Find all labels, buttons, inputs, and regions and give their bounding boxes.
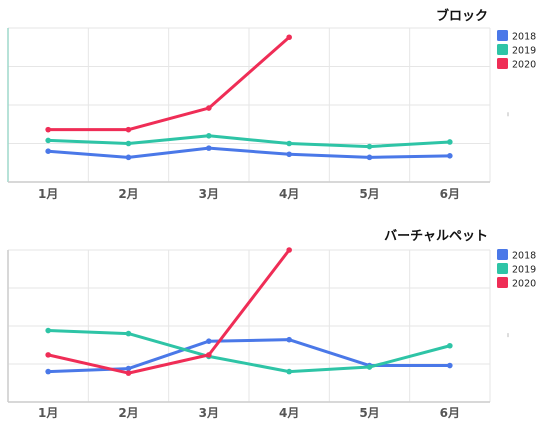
chart-title: バーチャルペット — [384, 229, 488, 244]
legend-swatch-2019 — [497, 263, 508, 274]
data-point-2018 — [45, 148, 51, 154]
data-point-2019 — [447, 139, 453, 145]
data-point-2020 — [45, 126, 51, 133]
data-point-2020 — [286, 34, 292, 41]
legend-swatch-2019 — [497, 44, 508, 55]
x-tick-label: 1月 — [38, 406, 58, 420]
data-point-2018 — [447, 153, 453, 159]
data-point-2020 — [206, 352, 212, 358]
data-point-2018 — [125, 365, 132, 372]
x-tick-label: 5月 — [359, 187, 379, 201]
series-line-2018 — [46, 146, 452, 159]
data-point-2020 — [45, 352, 51, 358]
data-point-2019 — [125, 330, 132, 337]
data-point-2018 — [206, 338, 212, 345]
data-point-2020 — [125, 126, 132, 133]
legend-swatch-2020 — [497, 277, 508, 288]
series-line-2020 — [46, 35, 291, 132]
series-line-2020 — [46, 248, 291, 375]
data-point-2020 — [286, 247, 292, 253]
x-tick-label: 3月 — [199, 406, 219, 420]
data-point-2018 — [366, 154, 373, 161]
legend-label-2020: 2020 — [512, 279, 536, 290]
series-line-2019 — [46, 329, 452, 374]
data-point-2018 — [125, 154, 132, 161]
data-point-2020 — [125, 370, 132, 376]
legend-swatch-2018 — [497, 249, 508, 260]
x-tick-label: 5月 — [359, 406, 379, 420]
data-point-2018 — [45, 368, 51, 375]
x-tick-label: 6月 — [440, 187, 460, 201]
legend-label-2019: 2019 — [512, 46, 536, 57]
chart-title: ブロック — [436, 8, 488, 24]
legend-swatch-2020 — [497, 58, 508, 69]
x-tick-label: 6月 — [440, 406, 460, 420]
x-tick-label: 3月 — [199, 187, 219, 201]
x-tick-label: 2月 — [118, 406, 138, 420]
x-tick-label: 4月 — [279, 406, 299, 420]
data-point-2019 — [447, 342, 453, 349]
x-tick-label: 2月 — [118, 187, 138, 201]
data-point-2019 — [206, 133, 212, 139]
data-point-2018 — [286, 151, 292, 158]
data-point-2018 — [286, 336, 292, 343]
chart-2: バーチャルペット 1月 2月 3月 4月 5月 6月 2018 2019 2020 — [7, 229, 536, 420]
data-point-2019 — [286, 368, 292, 375]
legend-label-2018: 2018 — [512, 32, 536, 43]
data-point-2019 — [366, 364, 373, 370]
data-point-2018 — [447, 362, 453, 369]
data-point-2018 — [206, 145, 212, 151]
data-point-2019 — [45, 137, 51, 144]
x-tick-label: 1月 — [38, 187, 58, 201]
legend-label-2020: 2020 — [512, 60, 536, 71]
chart-1: ブロック 1月 2月 3月 4月 5月 6月 2018 2019 2020 — [7, 8, 536, 201]
data-point-2019 — [366, 143, 373, 150]
legend-label-2018: 2018 — [512, 251, 536, 262]
legend-label-2019: 2019 — [512, 265, 536, 276]
data-point-2019 — [45, 327, 51, 334]
data-point-2019 — [286, 140, 292, 147]
x-tick-label: 4月 — [279, 187, 299, 201]
data-point-2019 — [125, 140, 132, 147]
data-point-2020 — [206, 105, 212, 111]
series-line-2019 — [46, 134, 452, 149]
legend-swatch-2018 — [497, 30, 508, 41]
